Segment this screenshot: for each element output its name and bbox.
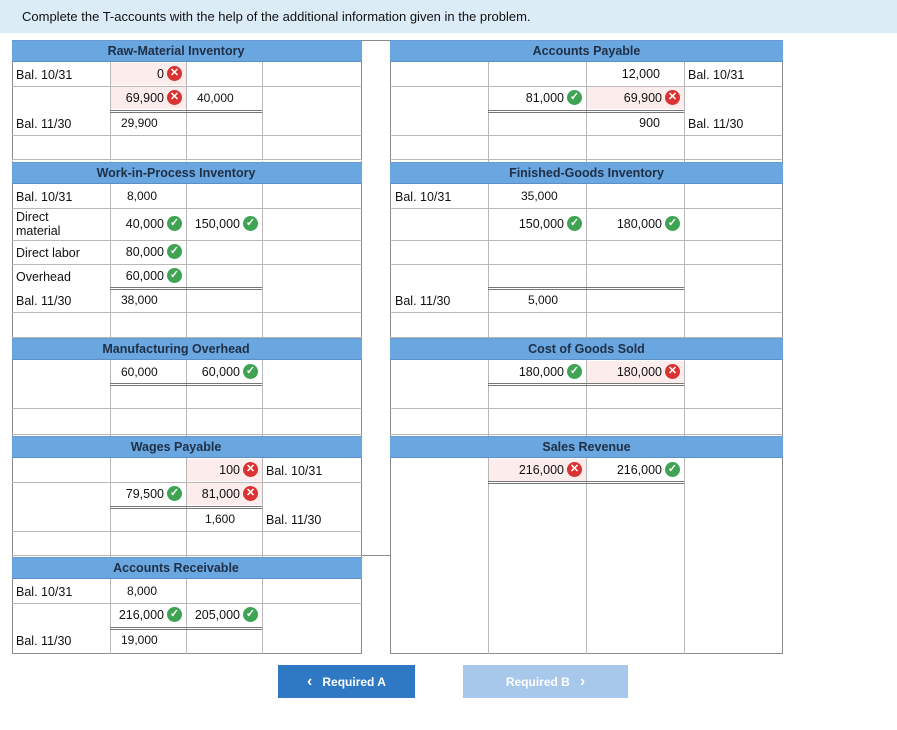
incorrect-icon: ✕ [243,462,258,478]
raw-material-debit-field[interactable]: 69,900 ✕ [110,87,182,109]
overhead-label: Overhead [16,270,71,284]
overhead-debit-field[interactable]: 60,000 [121,365,158,379]
balance-label-1130: Bal. 11/30 [395,294,451,308]
correct-icon: ✓ [243,364,258,380]
instruction-text: Complete the T-accounts with the help of… [0,0,897,33]
account-title: Work-in-Process Inventory [12,162,362,184]
wip-begin-field[interactable]: 8,000 [127,189,158,203]
account-title: Raw-Material Inventory [12,40,362,62]
payable-begin-field[interactable]: 12,000 [621,67,660,81]
account-title: Wages Payable [12,436,362,458]
balance-label-1130: Bal. 11/30 [688,117,744,131]
incorrect-icon: ✕ [243,486,258,502]
receivable-end-field[interactable]: 19,000 [121,633,158,647]
correct-icon: ✓ [567,90,582,106]
account-title: Accounts Payable [390,40,783,62]
account-title: Manufacturing Overhead [12,338,362,360]
correct-icon: ✓ [167,244,182,260]
balance-label-1130: Bal. 11/30 [16,294,72,308]
correct-icon: ✓ [567,364,582,380]
payable-credit-field[interactable]: 69,900 ✕ [586,87,680,109]
receivable-debit-field[interactable]: 216,000 ✓ [110,604,182,626]
correct-icon: ✓ [243,216,258,232]
sales-credit-field[interactable]: 216,000 ✓ [586,459,680,481]
fg-debit-field[interactable]: 150,000 ✓ [488,213,582,235]
balance-label-1130: Bal. 11/30 [16,117,72,131]
balance-label-1031: Bal. 10/31 [16,585,73,599]
required-b-button[interactable]: Required B › [463,665,628,698]
spacer-column [361,40,391,556]
required-a-button[interactable]: ‹ Required A [278,665,415,698]
sales-debit-field[interactable]: 216,000 ✕ [488,459,582,481]
fg-end-field[interactable]: 5,000 [528,293,559,307]
fg-credit-field[interactable]: 180,000 ✓ [586,213,680,235]
balance-label-1031: Bal. 10/31 [688,68,745,82]
receivable-begin-field[interactable]: 8,000 [127,584,158,598]
incorrect-icon: ✕ [665,90,680,106]
chevron-right-icon: › [579,673,586,690]
chevron-left-icon: ‹ [307,673,313,690]
wip-credit-field[interactable]: 150,000 ✓ [186,213,258,235]
account-title: Cost of Goods Sold [390,338,783,360]
wages-end-field[interactable]: 1,600 [205,512,236,526]
balance-label-1031: Bal. 10/31 [395,190,452,204]
wip-end-field[interactable]: 38,000 [121,293,158,307]
balance-label-1031: Bal. 10/31 [16,190,73,204]
wages-debit-field[interactable]: 79,500 ✓ [110,483,182,505]
correct-icon: ✓ [167,216,182,232]
balance-label-1130: Bal. 11/30 [16,634,72,648]
direct-labor-label: Direct labor [16,246,80,260]
direct-material-label: Direct material [16,210,61,238]
correct-icon: ✓ [567,216,582,232]
incorrect-icon: ✕ [167,66,182,82]
correct-icon: ✓ [665,462,680,478]
correct-icon: ✓ [167,607,182,623]
payable-debit-field[interactable]: 81,000 ✓ [488,87,582,109]
correct-icon: ✓ [167,486,182,502]
raw-material-begin-field[interactable]: 0 ✕ [110,63,182,85]
raw-material-credit-field[interactable]: 40,000 [197,91,234,105]
balance-label-1130: Bal. 11/30 [266,513,322,527]
incorrect-icon: ✕ [167,90,182,106]
account-title: Sales Revenue [390,436,783,458]
wages-credit-field[interactable]: 81,000 ✕ [186,483,258,505]
correct-icon: ✓ [665,216,680,232]
incorrect-icon: ✕ [567,462,582,478]
cogs-debit-field[interactable]: 180,000 ✓ [488,361,582,383]
raw-material-end-field[interactable]: 29,900 [121,116,158,130]
wip-direct-labor-field[interactable]: 80,000 ✓ [110,241,182,263]
wip-direct-material-field[interactable]: 40,000 ✓ [110,213,182,235]
overhead-credit-field[interactable]: 60,000 ✓ [186,361,258,383]
payable-end-field[interactable]: 900 [639,116,660,130]
incorrect-icon: ✕ [665,364,680,380]
receivable-credit-field[interactable]: 205,000 ✓ [186,604,258,626]
wip-overhead-field[interactable]: 60,000 ✓ [110,265,182,287]
correct-icon: ✓ [243,607,258,623]
balance-label-1031: Bal. 10/31 [266,464,323,478]
balance-label-1031: Bal. 10/31 [16,68,73,82]
fg-begin-field[interactable]: 35,000 [521,189,558,203]
account-title: Finished-Goods Inventory [390,162,783,184]
wages-begin-field[interactable]: 100 ✕ [186,459,258,481]
correct-icon: ✓ [167,268,182,284]
account-title: Accounts Receivable [12,557,362,579]
cogs-credit-field[interactable]: 180,000 ✕ [586,361,680,383]
